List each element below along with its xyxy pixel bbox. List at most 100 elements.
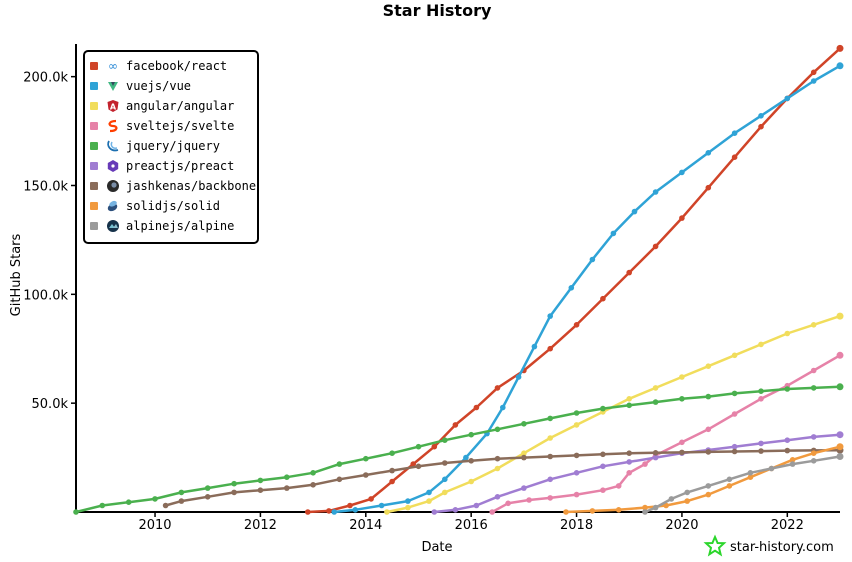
legend-swatch — [90, 202, 98, 210]
data-point — [573, 422, 580, 428]
data-point — [626, 396, 632, 402]
data-point — [410, 461, 417, 467]
legend-swatch — [90, 102, 98, 110]
series-end-point — [836, 383, 844, 391]
data-point — [257, 487, 264, 494]
data-point — [310, 482, 316, 488]
data-point — [521, 485, 527, 491]
data-point — [521, 454, 527, 461]
data-point — [468, 478, 475, 485]
data-point — [615, 507, 622, 513]
legend: ∞ facebook/react vuejs/vue A angular/angular… — [83, 50, 259, 244]
data-point — [99, 502, 106, 509]
data-point — [231, 489, 237, 496]
data-point — [563, 509, 569, 515]
data-point — [758, 123, 764, 130]
svg-text:A: A — [110, 103, 117, 112]
data-point — [305, 509, 311, 515]
solid-icon — [107, 200, 118, 212]
series-end-point — [836, 44, 844, 52]
data-point — [705, 449, 712, 455]
watermark[interactable]: star-history.com — [703, 534, 834, 557]
legend-swatch — [90, 62, 98, 70]
legend-label: solidjs/solid — [126, 199, 220, 213]
data-point — [758, 341, 764, 348]
data-point — [789, 457, 796, 463]
data-point — [642, 509, 648, 515]
data-point — [426, 489, 432, 496]
data-point — [726, 476, 733, 483]
series-facebook-react — [305, 44, 844, 515]
data-point — [473, 502, 480, 509]
data-point — [810, 385, 817, 391]
data-point — [784, 437, 791, 444]
legend-item: preactjs/preact — [90, 159, 234, 173]
series-line — [164, 448, 842, 507]
data-point — [452, 422, 459, 428]
data-point — [284, 485, 290, 491]
data-point — [573, 491, 580, 498]
data-point — [415, 443, 422, 450]
data-point — [442, 476, 448, 483]
data-point — [431, 443, 438, 450]
plot-area: 50.0k 100.0k 150.0k 200.0k 2010 2012 2014 2016… — [23, 44, 844, 533]
data-point — [789, 461, 796, 467]
alpine-icon — [107, 220, 119, 232]
y-tick-label: 150.0k — [23, 179, 68, 194]
series-preactjs-preact — [431, 431, 844, 515]
series-end-point — [836, 62, 844, 70]
data-point — [810, 367, 817, 374]
x-tick-label: 2016 — [455, 518, 488, 533]
data-point — [652, 385, 659, 391]
data-point — [731, 154, 738, 160]
data-point — [747, 474, 754, 481]
svg-text:∞: ∞ — [108, 59, 118, 73]
data-point — [731, 390, 738, 397]
data-point — [652, 450, 659, 456]
data-point — [573, 470, 580, 476]
data-point — [758, 448, 764, 454]
data-point — [442, 489, 448, 496]
data-point — [568, 285, 575, 291]
data-point — [515, 374, 522, 380]
data-point — [178, 498, 185, 504]
data-point — [600, 451, 606, 458]
legend-items: ∞ facebook/react vuejs/vue A angular/angular… — [90, 59, 256, 233]
data-point — [573, 452, 580, 459]
data-point — [505, 500, 511, 507]
data-point — [679, 439, 685, 446]
data-point — [452, 507, 459, 513]
data-point — [500, 404, 506, 411]
data-point — [731, 411, 738, 417]
series-line — [332, 64, 842, 514]
data-point — [784, 447, 791, 454]
data-point — [679, 396, 685, 402]
data-point — [652, 504, 659, 511]
series-angular-angular — [384, 312, 844, 515]
legend-swatch — [90, 142, 98, 150]
data-point — [336, 461, 343, 467]
data-point — [405, 504, 411, 511]
data-point — [600, 295, 606, 302]
legend-swatch — [90, 222, 98, 230]
backbone-icon — [107, 180, 119, 192]
data-point — [494, 455, 501, 462]
data-point — [489, 509, 496, 515]
data-point — [204, 485, 211, 491]
series-layer — [73, 44, 844, 515]
angular-icon: A — [107, 100, 119, 112]
series-line — [564, 445, 842, 514]
data-point — [758, 113, 764, 119]
data-point — [473, 404, 480, 411]
data-point — [731, 130, 738, 136]
data-point — [521, 421, 527, 427]
data-point — [600, 405, 606, 412]
data-point — [705, 491, 712, 498]
data-point — [642, 504, 648, 511]
legend-label: angular/angular — [126, 99, 234, 113]
data-point — [615, 483, 622, 489]
data-point — [652, 189, 659, 195]
series-end-point — [836, 443, 844, 451]
data-point — [679, 169, 685, 176]
